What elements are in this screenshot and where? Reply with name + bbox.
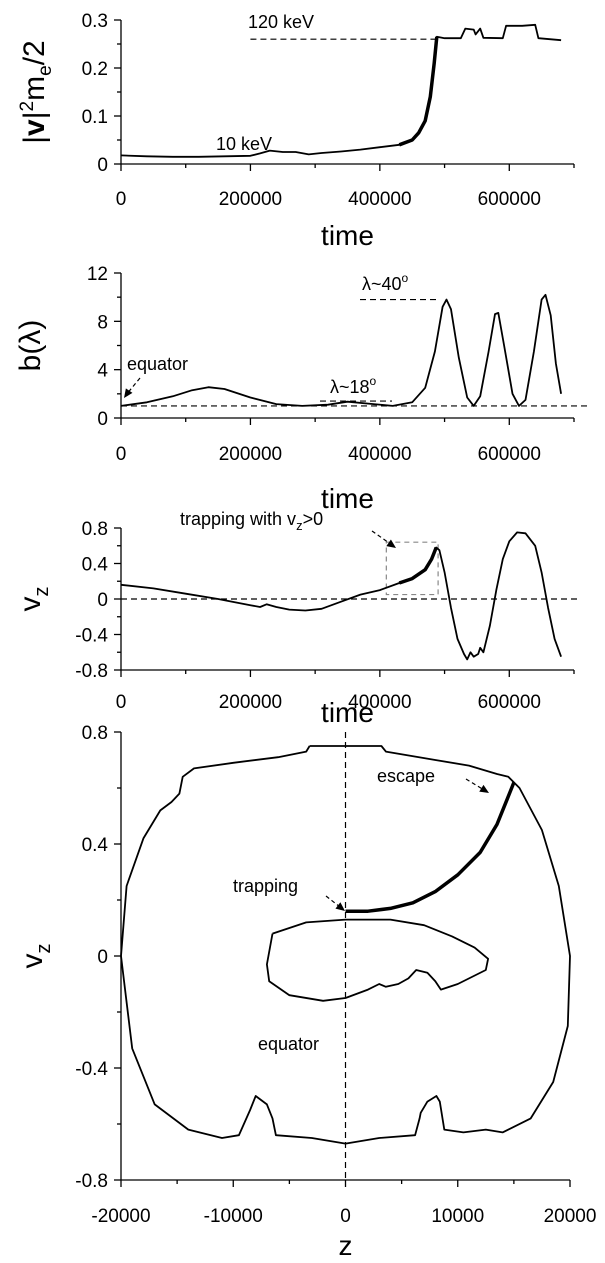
y-axis-label: b(λ) (14, 320, 47, 372)
lambda18-sup: o (370, 374, 377, 388)
annotation-lambda18: λ~18o (330, 374, 377, 397)
y-label-part: v (18, 119, 51, 136)
x-axis-label: time (321, 697, 374, 728)
phase-portrait-panel: -20000 -10000 0 10000 20000 -0.8 -0.4 0 0.4 0.8 es… (16, 723, 596, 1261)
y-tick-label: 4 (97, 361, 108, 382)
x-axis-label: time (321, 220, 374, 251)
annotation-trapping: trapping (233, 876, 298, 896)
x-tick-label: 200000 (219, 444, 282, 465)
x-tick-label: 400000 (348, 444, 411, 465)
y-axis-label: vz (14, 587, 53, 612)
y-tick-label: 0.4 (82, 555, 109, 576)
y-tick-label: 0.4 (82, 835, 109, 856)
x-tick-label: 0 (116, 692, 127, 713)
x-axis-label: z (339, 1230, 353, 1261)
equator-arrow-head (124, 388, 133, 398)
annotation-equator: equator (258, 1034, 319, 1054)
y-tick-label: 0 (97, 590, 108, 611)
escape-arrow-line (465, 778, 485, 791)
annotation-equator: equator (127, 354, 188, 374)
y-tick-label: 0.1 (82, 107, 108, 128)
y-tick-label: -0.8 (75, 661, 108, 682)
b-series (120, 293, 562, 407)
energy-panel: 0 200000 400000 600000 0 0.1 0.2 0.3 120 keV 10 k… (17, 11, 575, 251)
annotation-trapping-vz: trapping with vz>0 (180, 509, 323, 533)
y-axis-label: vz (16, 944, 55, 969)
x-tick-label: 0 (116, 189, 127, 210)
annot-text: trapping with v (180, 509, 296, 529)
x-tick-label: 400000 (348, 692, 411, 713)
lambda18-text: λ~18 (330, 377, 370, 397)
phase-series-outer (120, 745, 571, 1145)
trapping-arrow-head (335, 902, 345, 911)
x-tick-label: 600000 (478, 692, 541, 713)
x-tick-label: 10000 (431, 1206, 484, 1227)
annotation-escape: escape (377, 766, 435, 786)
y-tick-label: 0 (97, 155, 108, 176)
y-label-part: | (18, 136, 51, 144)
y-axis-label: |v|2me/2 (17, 40, 56, 143)
velocity-time-panel: 0 200000 400000 600000 -0.8 -0.4 0 0.4 0.8 trappi… (14, 509, 578, 728)
y-tick-label: 8 (97, 312, 108, 333)
energy-rise-segment (398, 36, 439, 147)
y-axis-label-group: b(λ) (14, 320, 47, 372)
y-axis-label-group: |v|2me/2 (17, 40, 56, 143)
vz-series (120, 531, 562, 661)
annot-tail: >0 (303, 509, 324, 529)
y-tick-label: -0.4 (75, 1059, 108, 1080)
annotation-lambda40: λ~40o (362, 271, 409, 294)
phase-series-trapping-branch (345, 781, 516, 913)
x-tick-label: 600000 (478, 444, 541, 465)
y-tick-label: 0.3 (82, 11, 108, 32)
y-tick-label: 0 (97, 947, 108, 968)
trapping-arrow-line (325, 895, 341, 908)
x-tick-label: 0 (340, 1206, 351, 1227)
lambda40-sup: o (402, 271, 409, 285)
y-axis-label-group: vz (14, 587, 53, 612)
magnetic-field-panel: 0 200000 400000 60000004812equatorλ~18oλ~40… (14, 264, 590, 514)
y-label-part: m (18, 76, 51, 101)
y-label-main: v (16, 954, 49, 969)
y-tick-label: -0.8 (75, 1171, 108, 1192)
x-tick-label: -10000 (204, 1206, 263, 1227)
highlight-box (385, 541, 439, 596)
y-tick-label: 0.2 (82, 59, 108, 80)
y-label-main: v (14, 597, 47, 612)
y-tick-label: 12 (87, 264, 108, 285)
x-tick-label: 20000 (544, 1206, 597, 1227)
y-tick-label: 0.8 (82, 519, 108, 540)
trapping-arrow-head (386, 539, 396, 548)
x-axis-label: time (321, 483, 374, 514)
annot-sub: z (296, 518, 303, 533)
y-axis-label-group: vz (16, 944, 55, 969)
y-label-part: 2 (17, 101, 38, 112)
x-tick-label: 200000 (219, 189, 282, 210)
x-tick-label: 600000 (478, 189, 541, 210)
energy-series (120, 23, 562, 158)
x-tick-label: 0 (116, 444, 127, 465)
y-label-part: /2 (18, 40, 51, 65)
y-label-part: e (35, 65, 56, 76)
phase-series-inner (266, 918, 489, 1002)
x-tick-label: 400000 (348, 189, 411, 210)
lambda40-text: λ~40 (362, 274, 402, 294)
annotation-120kev: 120 keV (248, 12, 314, 32)
y-tick-label: 0 (97, 409, 108, 430)
y-label-part: | (18, 111, 51, 119)
escape-arrow-head (479, 784, 489, 793)
y-tick-label: 0.8 (82, 723, 108, 744)
annotation-10kev: 10 keV (216, 134, 272, 154)
x-tick-label: -20000 (91, 1206, 150, 1227)
x-tick-label: 200000 (219, 692, 282, 713)
equator-arrow-line (125, 377, 141, 396)
y-tick-label: -0.4 (75, 626, 108, 647)
y-label-sub: z (33, 944, 55, 954)
vz-trapping-segment (398, 546, 438, 585)
y-label-sub: z (31, 587, 53, 597)
